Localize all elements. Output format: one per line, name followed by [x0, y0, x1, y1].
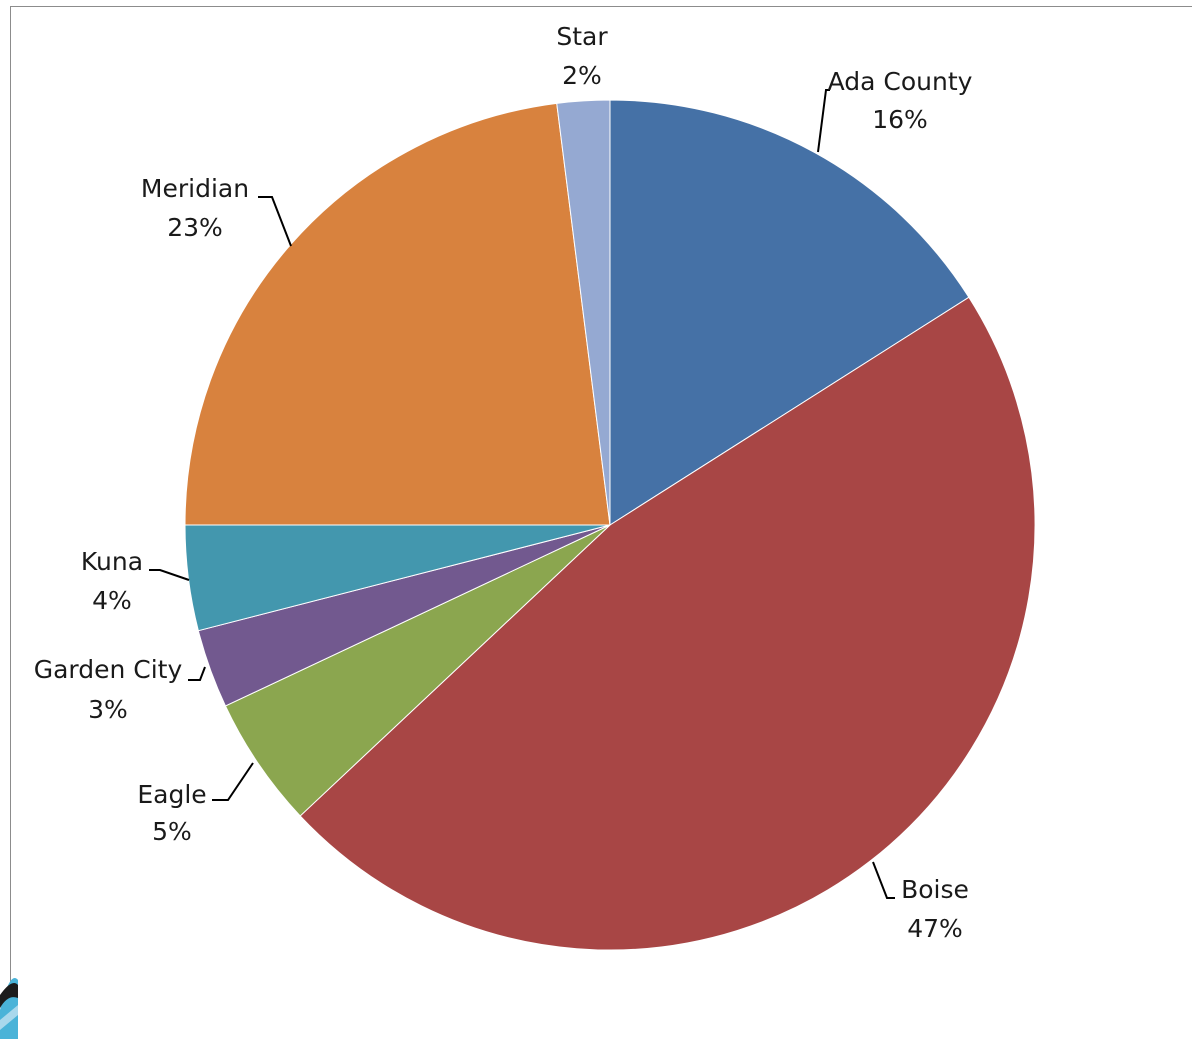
slice-label-star: Star [556, 22, 608, 51]
leader-line-ada-county [817, 89, 830, 153]
slice-percent-kuna: 4% [92, 586, 132, 615]
slice-label-kuna: Kuna [81, 547, 143, 576]
slice-label-garden-city: Garden City [34, 655, 183, 684]
leader-line-garden-city [188, 666, 206, 681]
leader-lines [149, 89, 895, 899]
slice-percent-garden-city: 3% [88, 695, 128, 724]
slice-percent-meridian: 23% [167, 213, 223, 242]
slice-percent-eagle: 5% [152, 817, 192, 846]
pie-slice-star [556, 99, 611, 526]
data-labels: Ada County 16% Boise 47% Eagle 5% Garden City 3… [34, 22, 973, 943]
slice-label-eagle: Eagle [137, 780, 206, 809]
leader-line-eagle [212, 762, 254, 801]
slice-label-ada-county: Ada County [828, 67, 973, 96]
slice-label-boise: Boise [901, 875, 969, 904]
pie-slice-ada-county [609, 99, 970, 526]
slice-percent-star: 2% [562, 61, 602, 90]
leader-line-kuna [149, 569, 190, 581]
pie-slices [184, 99, 1036, 951]
slice-percent-ada-county: 16% [872, 105, 928, 134]
pie-slice-boise [299, 296, 1036, 951]
pie-slice-meridian [184, 102, 611, 526]
window-corner-decoration [0, 950, 18, 1039]
slice-percent-boise: 47% [907, 914, 963, 943]
leader-line-meridian [258, 196, 292, 247]
slice-label-meridian: Meridian [141, 174, 249, 203]
leader-line-boise [872, 861, 895, 899]
